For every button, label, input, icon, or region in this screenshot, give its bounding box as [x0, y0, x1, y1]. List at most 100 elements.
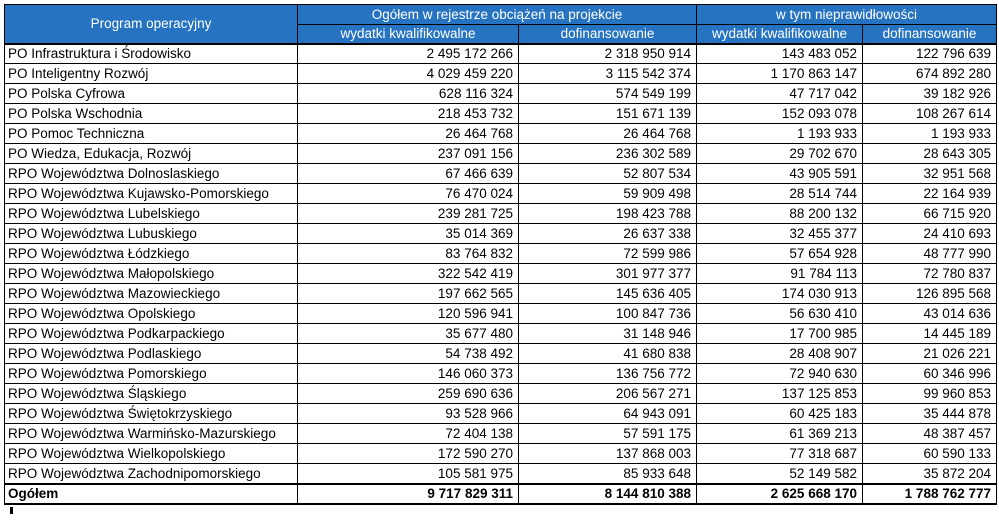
value-cell-2: 206 567 271 [518, 383, 697, 404]
value-cell-4: 1 193 933 [861, 123, 998, 144]
value-cell-2: 574 549 199 [518, 83, 697, 104]
table-row: RPO Województwa Mazowieckiego 197 662 565… [4, 283, 998, 304]
value-cell-4: 35 444 878 [861, 403, 998, 424]
value-cell-1: 93 528 966 [297, 403, 519, 424]
value-cell-1: 172 590 270 [297, 443, 519, 464]
value-cell-4: 99 960 853 [861, 383, 998, 404]
column-group-irregularities: w tym nieprawidłowości [695, 4, 998, 25]
value-cell-3: 43 905 591 [696, 163, 863, 184]
value-cell-2: 145 636 405 [518, 283, 697, 304]
value-cell-3: 56 630 410 [696, 303, 863, 324]
value-cell-2: 57 591 175 [518, 423, 697, 444]
value-cell-4: 48 387 457 [861, 423, 998, 444]
table-row: RPO Województwa Zachodnipomorskiego 105 5… [4, 463, 998, 484]
value-cell-2: 59 909 498 [518, 183, 697, 204]
value-cell-1: 628 116 324 [297, 83, 519, 104]
value-cell-2: 72 599 986 [518, 243, 697, 264]
subcolumn-cofinancing-1: dofinansowanie [518, 24, 697, 45]
value-cell-3: 72 940 630 [696, 363, 863, 384]
total-row: Ogółem 9 717 829 311 8 144 810 388 2 625 66… [4, 482, 998, 505]
value-cell-2: 85 933 648 [518, 463, 697, 484]
value-cell-2: 64 943 091 [518, 403, 697, 424]
value-cell-4: 72 780 837 [861, 263, 998, 284]
value-cell-4: 108 267 614 [861, 103, 998, 124]
value-cell-4: 21 026 221 [861, 343, 998, 364]
program-name-cell: RPO Województwa Podkarpackiego [4, 323, 298, 344]
value-cell-1: 218 453 732 [297, 103, 519, 124]
value-cell-3: 2 625 668 170 [696, 482, 863, 505]
value-cell-2: 41 680 838 [518, 343, 697, 364]
total-label-cell: Ogółem [4, 482, 298, 505]
value-cell-4: 60 590 133 [861, 443, 998, 464]
table-row: RPO Województwa Opolskiego 120 596 941 100… [4, 303, 998, 324]
value-cell-1: 54 738 492 [297, 343, 519, 364]
value-cell-3: 1 193 933 [696, 123, 863, 144]
value-cell-3: 1 170 863 147 [696, 63, 863, 84]
program-name-cell: RPO Województwa Świętokrzyskiego [4, 403, 298, 424]
value-cell-2: 8 144 810 388 [518, 482, 697, 505]
table-row: RPO Województwa Świętokrzyskiego 93 528 9… [4, 403, 998, 424]
value-cell-3: 32 455 377 [696, 223, 863, 244]
program-name-cell: PO Infrastruktura i Środowisko [4, 43, 298, 64]
program-name-cell: RPO Województwa Lubuskiego [4, 223, 298, 244]
value-cell-1: 76 470 024 [297, 183, 519, 204]
value-cell-1: 259 690 636 [297, 383, 519, 404]
table-row: PO Inteligentny Rozwój 4 029 459 220 3 115… [4, 63, 998, 84]
value-cell-3: 137 125 853 [696, 383, 863, 404]
value-cell-2: 3 115 542 374 [518, 63, 697, 84]
value-cell-3: 61 369 213 [696, 423, 863, 444]
program-name-cell: RPO Województwa Mazowieckiego [4, 283, 298, 304]
value-cell-4: 1 788 762 777 [861, 482, 998, 505]
value-cell-4: 14 445 189 [861, 323, 998, 344]
value-cell-2: 301 977 377 [518, 263, 697, 284]
value-cell-3: 174 030 913 [696, 283, 863, 304]
table-row: PO Polska Cyfrowa 628 116 324 574 549 199 4… [4, 83, 998, 104]
value-cell-3: 17 700 985 [696, 323, 863, 344]
table-row: PO Wiedza, Edukacja, Rozwój 237 091 156 23… [4, 143, 998, 164]
program-name-cell: RPO Województwa Łódzkiego [4, 243, 298, 264]
program-name-cell: RPO Województwa Zachodnipomorskiego [4, 463, 298, 484]
value-cell-4: 674 892 280 [861, 63, 998, 84]
program-name-cell: RPO Województwa Lubelskiego [4, 203, 298, 224]
table-row: RPO Województwa Lubuskiego 35 014 369 26 6… [4, 223, 998, 244]
value-cell-1: 35 014 369 [297, 223, 519, 244]
value-cell-4: 43 014 636 [861, 303, 998, 324]
value-cell-2: 26 637 338 [518, 223, 697, 244]
value-cell-1: 239 281 725 [297, 203, 519, 224]
value-cell-2: 31 148 946 [518, 323, 697, 344]
value-cell-1: 67 466 639 [297, 163, 519, 184]
program-name-cell: RPO Województwa Małopolskiego [4, 263, 298, 284]
program-name-cell: RPO Województwa Opolskiego [4, 303, 298, 324]
value-cell-1: 26 464 768 [297, 123, 519, 144]
footnote-mark [10, 506, 13, 514]
table-row: RPO Województwa Dolnoslaskiego 67 466 639… [4, 163, 998, 184]
program-name-cell: PO Wiedza, Edukacja, Rozwój [4, 143, 298, 164]
value-cell-3: 52 149 582 [696, 463, 863, 484]
program-name-cell: PO Polska Cyfrowa [4, 83, 298, 104]
value-cell-1: 72 404 138 [297, 423, 519, 444]
header-sub-row: wydatki kwalifikowalne dofinansowanie wy… [5, 24, 998, 45]
column-group-register-total: Ogółem w rejestrze obciążeń na projekcie [297, 4, 697, 25]
value-cell-1: 146 060 373 [297, 363, 519, 384]
program-name-cell: PO Pomoc Techniczna [4, 123, 298, 144]
table-row: RPO Województwa Podkarpackiego 35 677 480… [4, 323, 998, 344]
value-cell-1: 83 764 832 [297, 243, 519, 264]
value-cell-4: 35 872 204 [861, 463, 998, 484]
table-row: PO Infrastruktura i Środowisko 2 495 172 … [4, 43, 998, 64]
program-name-cell: RPO Województwa Dolnoslaskiego [4, 163, 298, 184]
program-name-cell: RPO Województwa Warmińsko-Mazurskiego [4, 423, 298, 444]
table-row: RPO Województwa Warmińsko-Mazurskiego 72 … [4, 423, 998, 444]
value-cell-3: 152 093 078 [696, 103, 863, 124]
value-cell-4: 60 346 996 [861, 363, 998, 384]
value-cell-1: 4 029 459 220 [297, 63, 519, 84]
value-cell-1: 2 495 172 266 [297, 43, 519, 64]
value-cell-2: 2 318 950 914 [518, 43, 697, 64]
value-cell-3: 88 200 132 [696, 203, 863, 224]
value-cell-4: 32 951 568 [861, 163, 998, 184]
value-cell-2: 151 671 139 [518, 103, 697, 124]
value-cell-1: 35 677 480 [297, 323, 519, 344]
table-row: RPO Województwa Śląskiego 259 690 636 206 … [4, 383, 998, 404]
program-name-cell: PO Polska Wschodnia [4, 103, 298, 124]
program-name-cell: PO Inteligentny Rozwój [4, 63, 298, 84]
value-cell-4: 28 643 305 [861, 143, 998, 164]
